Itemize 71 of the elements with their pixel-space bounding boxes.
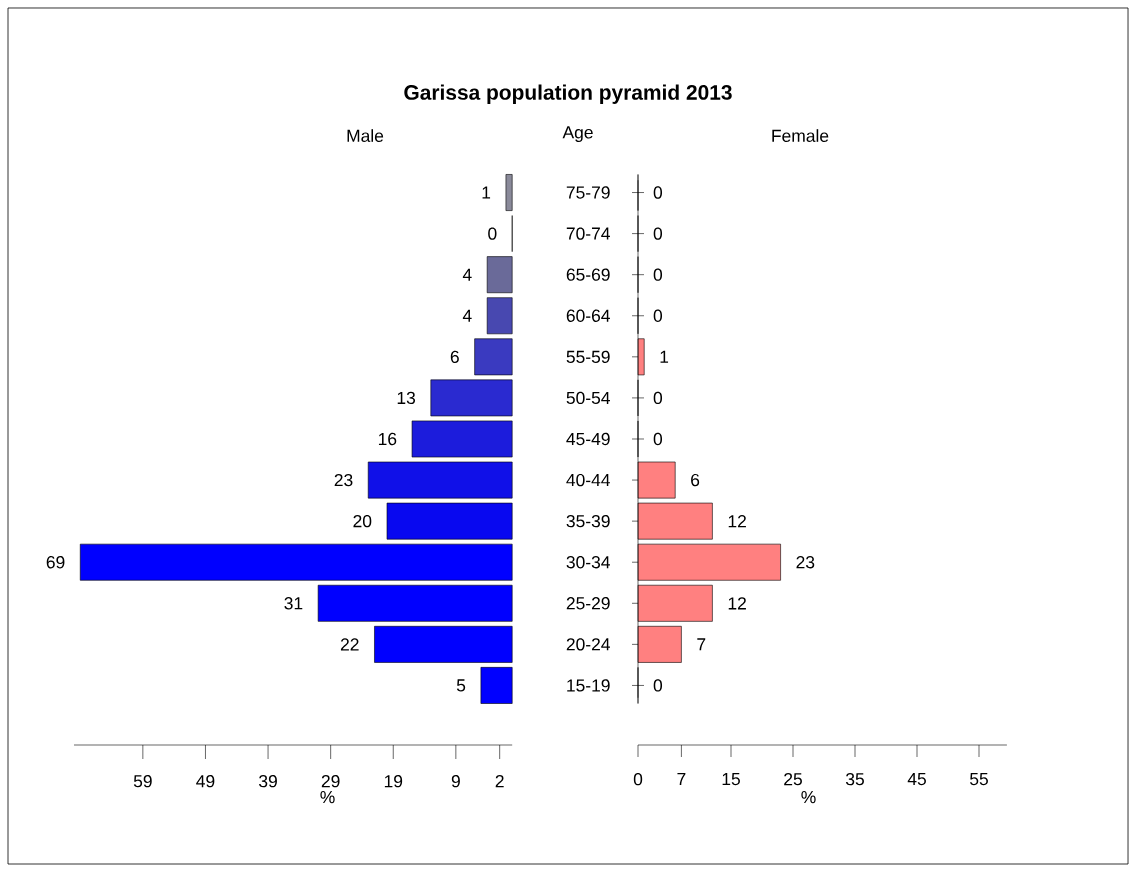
bar	[430, 379, 513, 417]
x-tick-label: 29	[321, 775, 340, 788]
data-label: 20	[353, 514, 372, 528]
data-label: 0	[653, 227, 663, 240]
x-tick-label: 45	[907, 773, 926, 786]
x-tick-label: 7	[677, 773, 686, 786]
data-label: 1	[482, 186, 491, 199]
text: Garissa population pyramid 2013	[404, 84, 732, 104]
data-label: 7	[697, 638, 706, 651]
x-tick-label: 39	[259, 775, 277, 788]
bar	[505, 174, 513, 211]
y-axis-title: Age	[562, 126, 593, 142]
y-tick-label: 45-49	[566, 432, 610, 446]
x-tick-label: 55	[970, 773, 988, 786]
data-label: 0	[653, 679, 663, 692]
x-tick-label: 49	[196, 775, 215, 788]
y-tick-label: 15-19	[567, 679, 610, 692]
chart-subtitle: Male	[347, 129, 384, 142]
y-tick-label: 60-64	[566, 309, 610, 322]
data-label: 31	[284, 597, 303, 610]
data-label: 69	[46, 556, 65, 569]
y-tick-label: 25-29	[566, 597, 610, 610]
x-axis-title: %	[320, 791, 335, 804]
x-tick-label: 59	[133, 775, 152, 788]
data-label: 0	[488, 227, 497, 240]
data-label: 6	[691, 473, 700, 487]
data-label: 4	[462, 268, 472, 281]
bar	[374, 625, 513, 663]
x-tick-label: 0	[633, 773, 643, 786]
bar	[486, 256, 513, 294]
data-label: 16	[378, 432, 397, 446]
data-label: 4	[462, 309, 472, 322]
y-tick-label: 50-54	[566, 391, 610, 405]
bar	[486, 297, 513, 335]
data-label: 0	[653, 432, 663, 446]
y-tick-label: 55-59	[566, 350, 610, 364]
x-tick-label: 9	[451, 775, 460, 788]
data-label: 23	[796, 556, 815, 569]
data-label: 13	[397, 391, 416, 405]
data-label: 0	[653, 268, 663, 281]
y-tick-label: 30-34	[566, 556, 610, 569]
y-tick-label: 20-24	[566, 638, 610, 651]
x-tick-label: 35	[845, 773, 864, 786]
data-label: 12	[728, 597, 746, 610]
x-tick-label: 19	[384, 775, 403, 788]
bar	[79, 543, 513, 581]
y-tick-label: 35-39	[566, 514, 610, 528]
data-label: 6	[450, 350, 459, 364]
x-axis-title: %	[801, 791, 816, 804]
bar	[480, 667, 513, 704]
bar	[317, 584, 513, 622]
bar	[367, 461, 513, 499]
data-label: 0	[653, 186, 663, 199]
y-tick-label: 65-69	[566, 268, 610, 281]
bar	[386, 502, 513, 540]
x-tick-label: 25	[784, 773, 802, 786]
data-label: 1	[660, 350, 669, 363]
bar	[411, 420, 513, 458]
data-label: 5	[456, 679, 466, 692]
chart-subtitle: Female	[772, 129, 829, 142]
y-tick-label: 75-79	[566, 186, 610, 199]
bar	[474, 338, 513, 376]
data-label: 12	[728, 515, 746, 528]
x-tick-label: 2	[495, 775, 504, 788]
data-label: 0	[653, 309, 663, 322]
x-tick-label: 15	[722, 773, 740, 786]
y-tick-label: 40-44	[566, 473, 610, 487]
data-label: 23	[334, 473, 353, 487]
data-label: 0	[653, 391, 663, 405]
data-label: 22	[340, 638, 359, 651]
y-tick-label: 70-74	[566, 227, 610, 240]
